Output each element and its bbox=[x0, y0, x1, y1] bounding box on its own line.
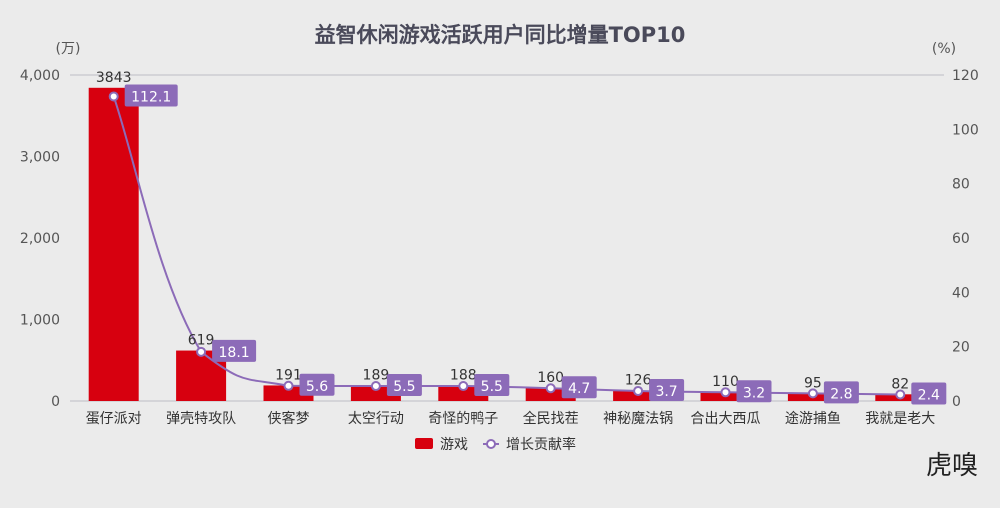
legend-line-label: 增长贡献率 bbox=[506, 436, 576, 453]
category-label: 侠客梦 bbox=[268, 410, 310, 427]
line-value-badge bbox=[299, 373, 335, 396]
line-value-label: 5.5 bbox=[481, 379, 503, 395]
line-value-badge bbox=[736, 380, 772, 403]
line-point bbox=[370, 381, 381, 392]
line-value-label: 4.7 bbox=[568, 381, 590, 397]
category-label: 太空行动 bbox=[348, 411, 404, 427]
line-value-label: 3.2 bbox=[743, 385, 765, 401]
right-tick-label: 40 bbox=[952, 285, 970, 301]
left-tick-label: 1,000 bbox=[20, 313, 60, 329]
right-tick-label: 120 bbox=[952, 68, 979, 84]
bar bbox=[88, 87, 139, 401]
category-label: 神秘魔法锅 bbox=[603, 411, 673, 427]
left-tick-label: 3,000 bbox=[20, 150, 60, 166]
line-point bbox=[108, 91, 119, 102]
right-tick-label: 0 bbox=[952, 394, 961, 410]
bar-value-label: 126 bbox=[625, 373, 652, 389]
line-value-badge bbox=[386, 374, 422, 397]
legend-line-marker bbox=[486, 439, 496, 449]
category-label: 弹壳特攻队 bbox=[166, 410, 236, 427]
category-label: 途游捕鱼 bbox=[785, 410, 841, 427]
line-point bbox=[895, 389, 906, 400]
legend-bar-swatch bbox=[415, 438, 433, 449]
line-value-label: 2.4 bbox=[918, 387, 940, 403]
line-point bbox=[196, 346, 207, 357]
left-axis-unit: (万) bbox=[56, 41, 81, 57]
right-tick-label: 80 bbox=[952, 177, 970, 193]
bar-value-label: 3843 bbox=[96, 70, 132, 86]
bar-value-label: 160 bbox=[537, 370, 564, 386]
line-value-label: 3.7 bbox=[655, 384, 677, 400]
legend: 游戏 增长贡献率 bbox=[415, 436, 576, 453]
line-value-badge bbox=[823, 381, 859, 404]
watermark-logo: 虎嗅 bbox=[926, 451, 978, 481]
line-value-badge bbox=[911, 382, 947, 405]
left-tick-label: 0 bbox=[51, 394, 60, 410]
chart-title: 益智休闲游戏活跃用户同比增量TOP10 bbox=[315, 23, 686, 47]
line-value-badge bbox=[212, 339, 257, 362]
line-value-label: 112.1 bbox=[131, 89, 171, 105]
line-point bbox=[458, 381, 469, 392]
line-value-badge bbox=[649, 378, 685, 401]
line-point bbox=[807, 388, 818, 399]
bar-value-label: 110 bbox=[712, 374, 739, 390]
line-point bbox=[283, 380, 294, 391]
right-tick-label: 100 bbox=[952, 122, 979, 138]
line-value-label: 5.6 bbox=[306, 379, 328, 395]
line-value-badge bbox=[561, 376, 597, 399]
bar-value-label: 191 bbox=[275, 367, 302, 383]
category-label: 蛋仔派对 bbox=[86, 411, 142, 427]
bar-value-label: 188 bbox=[450, 368, 477, 384]
line-value-label: 18.1 bbox=[219, 345, 250, 361]
right-axis-unit: (%) bbox=[932, 41, 956, 57]
category-label: 全民找茬 bbox=[523, 410, 579, 427]
category-label: 合出大西瓜 bbox=[691, 411, 761, 427]
line-value-label: 5.5 bbox=[393, 379, 415, 395]
line-point bbox=[720, 387, 731, 398]
category-label: 我就是老大 bbox=[865, 411, 935, 427]
bar-value-label: 189 bbox=[363, 368, 390, 384]
bar-value-label: 95 bbox=[804, 375, 822, 391]
left-tick-label: 4,000 bbox=[20, 68, 60, 84]
legend-bar-label: 游戏 bbox=[440, 437, 468, 453]
right-tick-label: 60 bbox=[952, 231, 970, 247]
line-value-badge bbox=[474, 374, 510, 397]
bar-value-label: 619 bbox=[188, 333, 215, 349]
line-value-label: 2.8 bbox=[830, 386, 852, 402]
line-point bbox=[545, 383, 556, 394]
left-tick-label: 2,000 bbox=[20, 231, 60, 247]
category-label: 奇怪的鸭子 bbox=[428, 410, 498, 427]
line-value-badge bbox=[124, 84, 178, 107]
right-tick-label: 20 bbox=[952, 340, 970, 356]
line-point bbox=[633, 385, 644, 396]
bar-value-label: 82 bbox=[891, 376, 909, 392]
